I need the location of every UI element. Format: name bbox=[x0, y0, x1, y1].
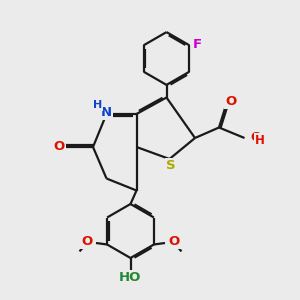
Text: S: S bbox=[166, 159, 176, 172]
Text: HO: HO bbox=[119, 271, 141, 284]
Text: F: F bbox=[193, 38, 202, 51]
Text: O: O bbox=[225, 94, 237, 108]
Text: H: H bbox=[93, 100, 102, 110]
Text: O: O bbox=[53, 140, 65, 154]
Text: O: O bbox=[250, 131, 261, 144]
Text: H: H bbox=[255, 134, 265, 147]
Text: N: N bbox=[100, 106, 112, 119]
Text: O: O bbox=[81, 235, 93, 248]
Text: O: O bbox=[168, 235, 180, 248]
